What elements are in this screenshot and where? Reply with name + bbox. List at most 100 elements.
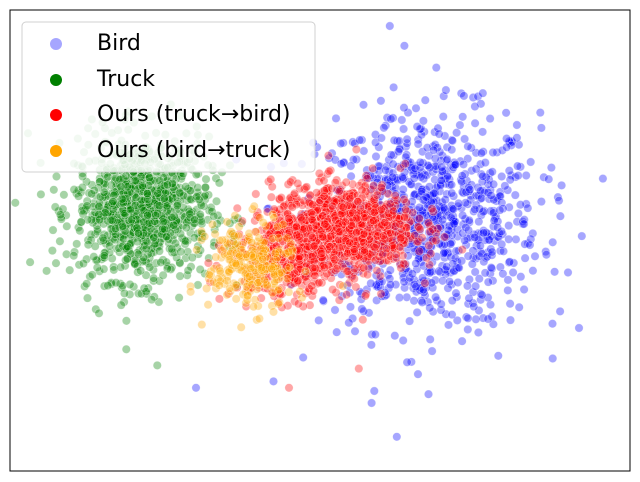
scatter-point-series-2 bbox=[360, 247, 370, 257]
scatter-point-series-0 bbox=[442, 154, 452, 164]
scatter-point-series-0 bbox=[449, 266, 459, 276]
scatter-point-series-3 bbox=[197, 320, 207, 330]
scatter-point-series-0 bbox=[386, 150, 396, 160]
scatter-point-series-2 bbox=[317, 232, 327, 242]
scatter-point-series-0 bbox=[483, 314, 493, 324]
scatter-point-series-1 bbox=[212, 196, 222, 206]
scatter-point-series-3 bbox=[215, 266, 225, 276]
scatter-point-series-1 bbox=[72, 239, 82, 249]
scatter-point-series-0 bbox=[420, 95, 430, 105]
scatter-point-series-0 bbox=[378, 259, 388, 269]
scatter-point-series-0 bbox=[563, 267, 573, 277]
scatter-point-series-0 bbox=[463, 225, 473, 235]
scatter-point-series-2 bbox=[290, 188, 300, 198]
scatter-point-series-0 bbox=[390, 331, 400, 341]
scatter-point-series-0 bbox=[497, 198, 507, 208]
scatter-point-series-0 bbox=[460, 134, 470, 144]
scatter-point-series-1 bbox=[192, 192, 202, 202]
scatter-point-series-0 bbox=[470, 204, 480, 214]
scatter-point-series-0 bbox=[504, 221, 514, 231]
scatter-point-series-0 bbox=[504, 257, 514, 267]
scatter-point-series-1 bbox=[107, 215, 117, 225]
scatter-point-series-3 bbox=[301, 266, 311, 276]
scatter-point-series-0 bbox=[473, 327, 483, 337]
scatter-point-series-1 bbox=[143, 211, 153, 221]
scatter-point-series-0 bbox=[367, 329, 377, 339]
scatter-point-series-0 bbox=[487, 247, 497, 257]
legend-marker-bird bbox=[50, 38, 62, 50]
scatter-point-series-2 bbox=[327, 184, 337, 194]
scatter-point-series-0 bbox=[536, 197, 546, 207]
scatter-point-series-2 bbox=[369, 181, 379, 191]
scatter-point-series-0 bbox=[598, 174, 608, 184]
scatter-point-series-1 bbox=[105, 241, 115, 251]
scatter-point-series-0 bbox=[455, 120, 465, 130]
scatter-point-series-0 bbox=[442, 142, 452, 152]
scatter-point-series-2 bbox=[351, 145, 361, 155]
scatter-point-series-0 bbox=[374, 142, 384, 152]
scatter-point-series-0 bbox=[544, 174, 554, 184]
scatter-point-series-2 bbox=[369, 216, 379, 226]
scatter-point-series-1 bbox=[181, 182, 191, 192]
scatter-point-series-0 bbox=[541, 250, 551, 260]
scatter-point-series-2 bbox=[349, 274, 359, 284]
scatter-point-series-1 bbox=[50, 202, 60, 212]
scatter-point-series-2 bbox=[417, 233, 427, 243]
scatter-point-series-0 bbox=[427, 278, 437, 288]
legend-label-bird: Bird bbox=[97, 31, 141, 56]
scatter-point-series-1 bbox=[111, 278, 121, 288]
scatter-point-series-0 bbox=[298, 352, 308, 362]
scatter-point-series-0 bbox=[427, 242, 437, 252]
scatter-point-series-1 bbox=[190, 215, 200, 225]
scatter-point-series-0 bbox=[458, 228, 468, 238]
scatter-point-series-2 bbox=[308, 233, 318, 243]
scatter-point-series-1 bbox=[122, 254, 132, 264]
scatter-point-series-1 bbox=[59, 190, 69, 200]
scatter-point-series-0 bbox=[425, 303, 435, 313]
scatter-point-series-1 bbox=[162, 232, 172, 242]
scatter-point-series-1 bbox=[134, 249, 144, 259]
scatter-point-series-0 bbox=[402, 357, 412, 367]
scatter-point-series-1 bbox=[145, 173, 155, 183]
scatter-point-series-0 bbox=[412, 307, 422, 317]
scatter-point-series-0 bbox=[458, 112, 468, 122]
scatter-point-series-1 bbox=[49, 185, 59, 195]
scatter-point-series-0 bbox=[519, 284, 529, 294]
scatter-point-series-2 bbox=[349, 264, 359, 274]
scatter-point-series-0 bbox=[438, 276, 448, 286]
scatter-point-series-0 bbox=[478, 207, 488, 217]
scatter-point-series-2 bbox=[427, 204, 437, 214]
scatter-point-series-0 bbox=[459, 91, 469, 101]
scatter-point-series-0 bbox=[385, 265, 395, 275]
scatter-point-series-0 bbox=[344, 318, 354, 328]
scatter-point-series-1 bbox=[144, 218, 154, 228]
scatter-point-series-1 bbox=[77, 183, 87, 193]
scatter-point-series-3 bbox=[246, 264, 256, 274]
scatter-point-series-1 bbox=[42, 266, 52, 276]
scatter-point-series-0 bbox=[516, 272, 526, 282]
scatter-point-series-0 bbox=[411, 258, 421, 268]
scatter-point-series-2 bbox=[414, 214, 424, 224]
scatter-point-series-0 bbox=[474, 274, 484, 284]
scatter-point-series-2 bbox=[357, 185, 367, 195]
scatter-point-series-0 bbox=[479, 228, 489, 238]
scatter-point-series-0 bbox=[369, 386, 379, 396]
scatter-point-series-1 bbox=[98, 233, 108, 243]
scatter-point-series-2 bbox=[345, 193, 355, 203]
scatter-point-series-2 bbox=[251, 189, 261, 199]
scatter-point-series-1 bbox=[62, 221, 72, 231]
scatter-point-series-0 bbox=[442, 262, 452, 272]
scatter-point-series-0 bbox=[454, 246, 464, 256]
scatter-point-series-0 bbox=[424, 182, 434, 192]
scatter-point-series-1 bbox=[116, 262, 126, 272]
scatter-point-series-2 bbox=[284, 383, 294, 393]
scatter-point-series-0 bbox=[512, 133, 522, 143]
scatter-point-series-2 bbox=[355, 203, 365, 213]
scatter-point-series-0 bbox=[577, 231, 587, 241]
scatter-point-series-0 bbox=[525, 240, 535, 250]
scatter-point-series-3 bbox=[285, 262, 295, 272]
scatter-point-series-1 bbox=[209, 211, 219, 221]
scatter-point-series-2 bbox=[358, 315, 368, 325]
scatter-point-series-0 bbox=[402, 134, 412, 144]
scatter-point-series-0 bbox=[458, 159, 468, 169]
